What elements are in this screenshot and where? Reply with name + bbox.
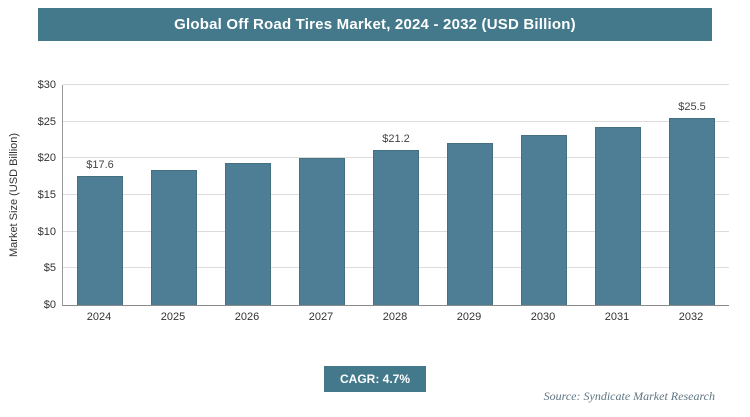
- y-axis-title: Market Size (USD Billion): [8, 132, 20, 258]
- y-tick-label: $25: [37, 115, 56, 128]
- cagr-badge: CAGR: 4.7%: [323, 366, 427, 392]
- bar: [151, 170, 197, 305]
- bar-slot: [285, 85, 359, 305]
- chart-title: Global Off Road Tires Market, 2024 - 203…: [174, 16, 576, 33]
- bar-value-label: $21.2: [382, 132, 410, 145]
- gridline: [63, 120, 729, 122]
- x-tick-label: 2029: [456, 311, 482, 323]
- bar: [447, 142, 493, 305]
- gridline: [63, 84, 729, 85]
- bar: [299, 157, 345, 305]
- bar-slot: [137, 85, 211, 305]
- bar: [669, 118, 715, 305]
- x-tick-label: 2027: [308, 311, 334, 323]
- y-tick-label: $20: [37, 152, 56, 165]
- bar: [521, 134, 567, 305]
- bar: [77, 175, 123, 305]
- bars-row: $17.6 $21.2 $25.5: [63, 85, 729, 305]
- bar-slot: $17.6: [63, 85, 137, 305]
- bar-slot: [581, 85, 655, 305]
- x-tick-label: 2025: [160, 311, 186, 323]
- y-tick-label: $0: [43, 299, 56, 311]
- bar: [595, 126, 641, 305]
- y-tick-label: $5: [43, 262, 56, 275]
- x-tick-label: 2026: [234, 311, 260, 323]
- y-tick-label: $15: [37, 189, 56, 201]
- y-tick-label: $30: [37, 79, 56, 91]
- x-tick-label: 2032: [678, 311, 704, 323]
- bar-value-label: $25.5: [678, 101, 706, 113]
- source-text: Source: Syndicate Market Research: [543, 389, 715, 403]
- bar-slot: [433, 85, 507, 305]
- x-tick-label: 2028: [382, 311, 408, 323]
- x-axis-labels: 2024 2025 2026 2027 2028 2029 2030 2031 2032: [62, 311, 728, 323]
- chart-title-bar: Global Off Road Tires Market, 2024 - 203…: [38, 8, 712, 41]
- bar-slot: $25.5: [655, 85, 729, 305]
- x-tick-label: 2030: [530, 311, 556, 323]
- x-tick-label: 2024: [86, 311, 112, 323]
- bar: [373, 149, 419, 305]
- plot-area: $17.6 $21.2 $25.5 $0 $5 $10 $15 $20 $25 $30: [38, 79, 729, 311]
- bar-slot: [507, 85, 581, 305]
- bar: [225, 163, 271, 305]
- bar-value-label: $17.6: [86, 158, 114, 171]
- bar-slot: [211, 85, 285, 305]
- y-tick-label: $10: [37, 225, 56, 238]
- x-tick-label: 2031: [604, 311, 630, 323]
- bar-slot: $21.2: [359, 85, 433, 305]
